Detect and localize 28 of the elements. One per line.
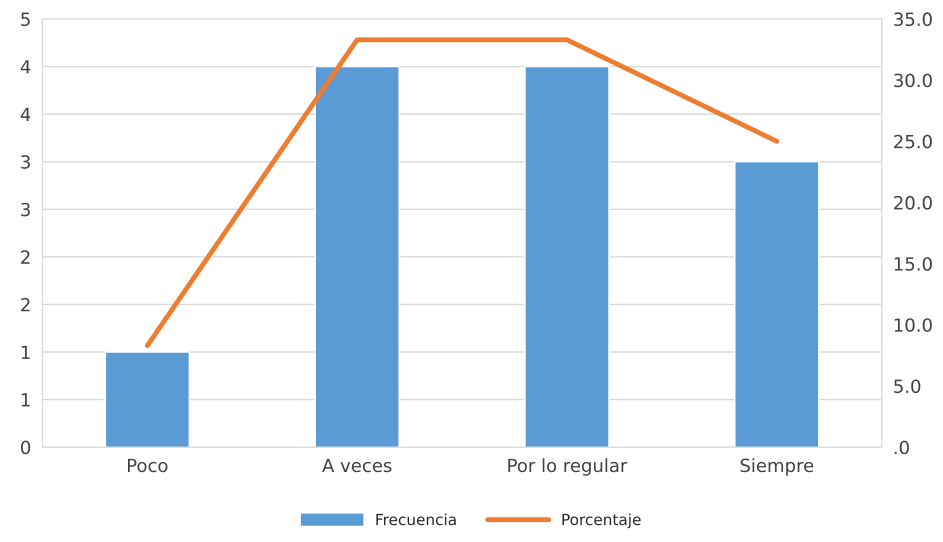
bar xyxy=(524,66,610,448)
y2-tick-label: 25.0 xyxy=(894,134,932,148)
legend-label: Frecuencia xyxy=(376,513,456,526)
y-tick-label: 3 xyxy=(21,202,30,216)
y2-tick-label: 30.0 xyxy=(894,74,932,88)
y2-tick-label: 35.0 xyxy=(894,12,932,26)
y2-tick-label: 5.0 xyxy=(894,379,920,394)
y-tick-label: 1 xyxy=(22,393,30,406)
x-tick-label: Siempre xyxy=(740,458,814,476)
bar xyxy=(314,66,400,448)
x-tick-label: Poco xyxy=(128,458,168,472)
bar xyxy=(104,351,190,448)
y-tick-label: 3 xyxy=(21,155,30,169)
legend-label: Porcentaje xyxy=(562,513,641,528)
y2-tick-label: .0 xyxy=(894,440,909,454)
bar xyxy=(734,161,820,448)
y2-tick-label: 20.0 xyxy=(894,196,932,210)
x-tick-label: A veces xyxy=(322,458,392,472)
y-tick-label: 0 xyxy=(21,440,30,454)
y-tick-label: 4 xyxy=(20,108,30,121)
y-tick-label: 2 xyxy=(21,250,30,264)
y-tick-label: 5 xyxy=(21,12,30,26)
y-tick-label: 1 xyxy=(22,346,30,359)
y2-tick-label: 10.0 xyxy=(894,318,932,332)
y-tick-label: 2 xyxy=(21,298,30,312)
x-tick-label: Por lo regular xyxy=(508,458,628,476)
y2-tick-label: 15.0 xyxy=(894,257,932,271)
y-tick-label: 4 xyxy=(20,60,30,74)
